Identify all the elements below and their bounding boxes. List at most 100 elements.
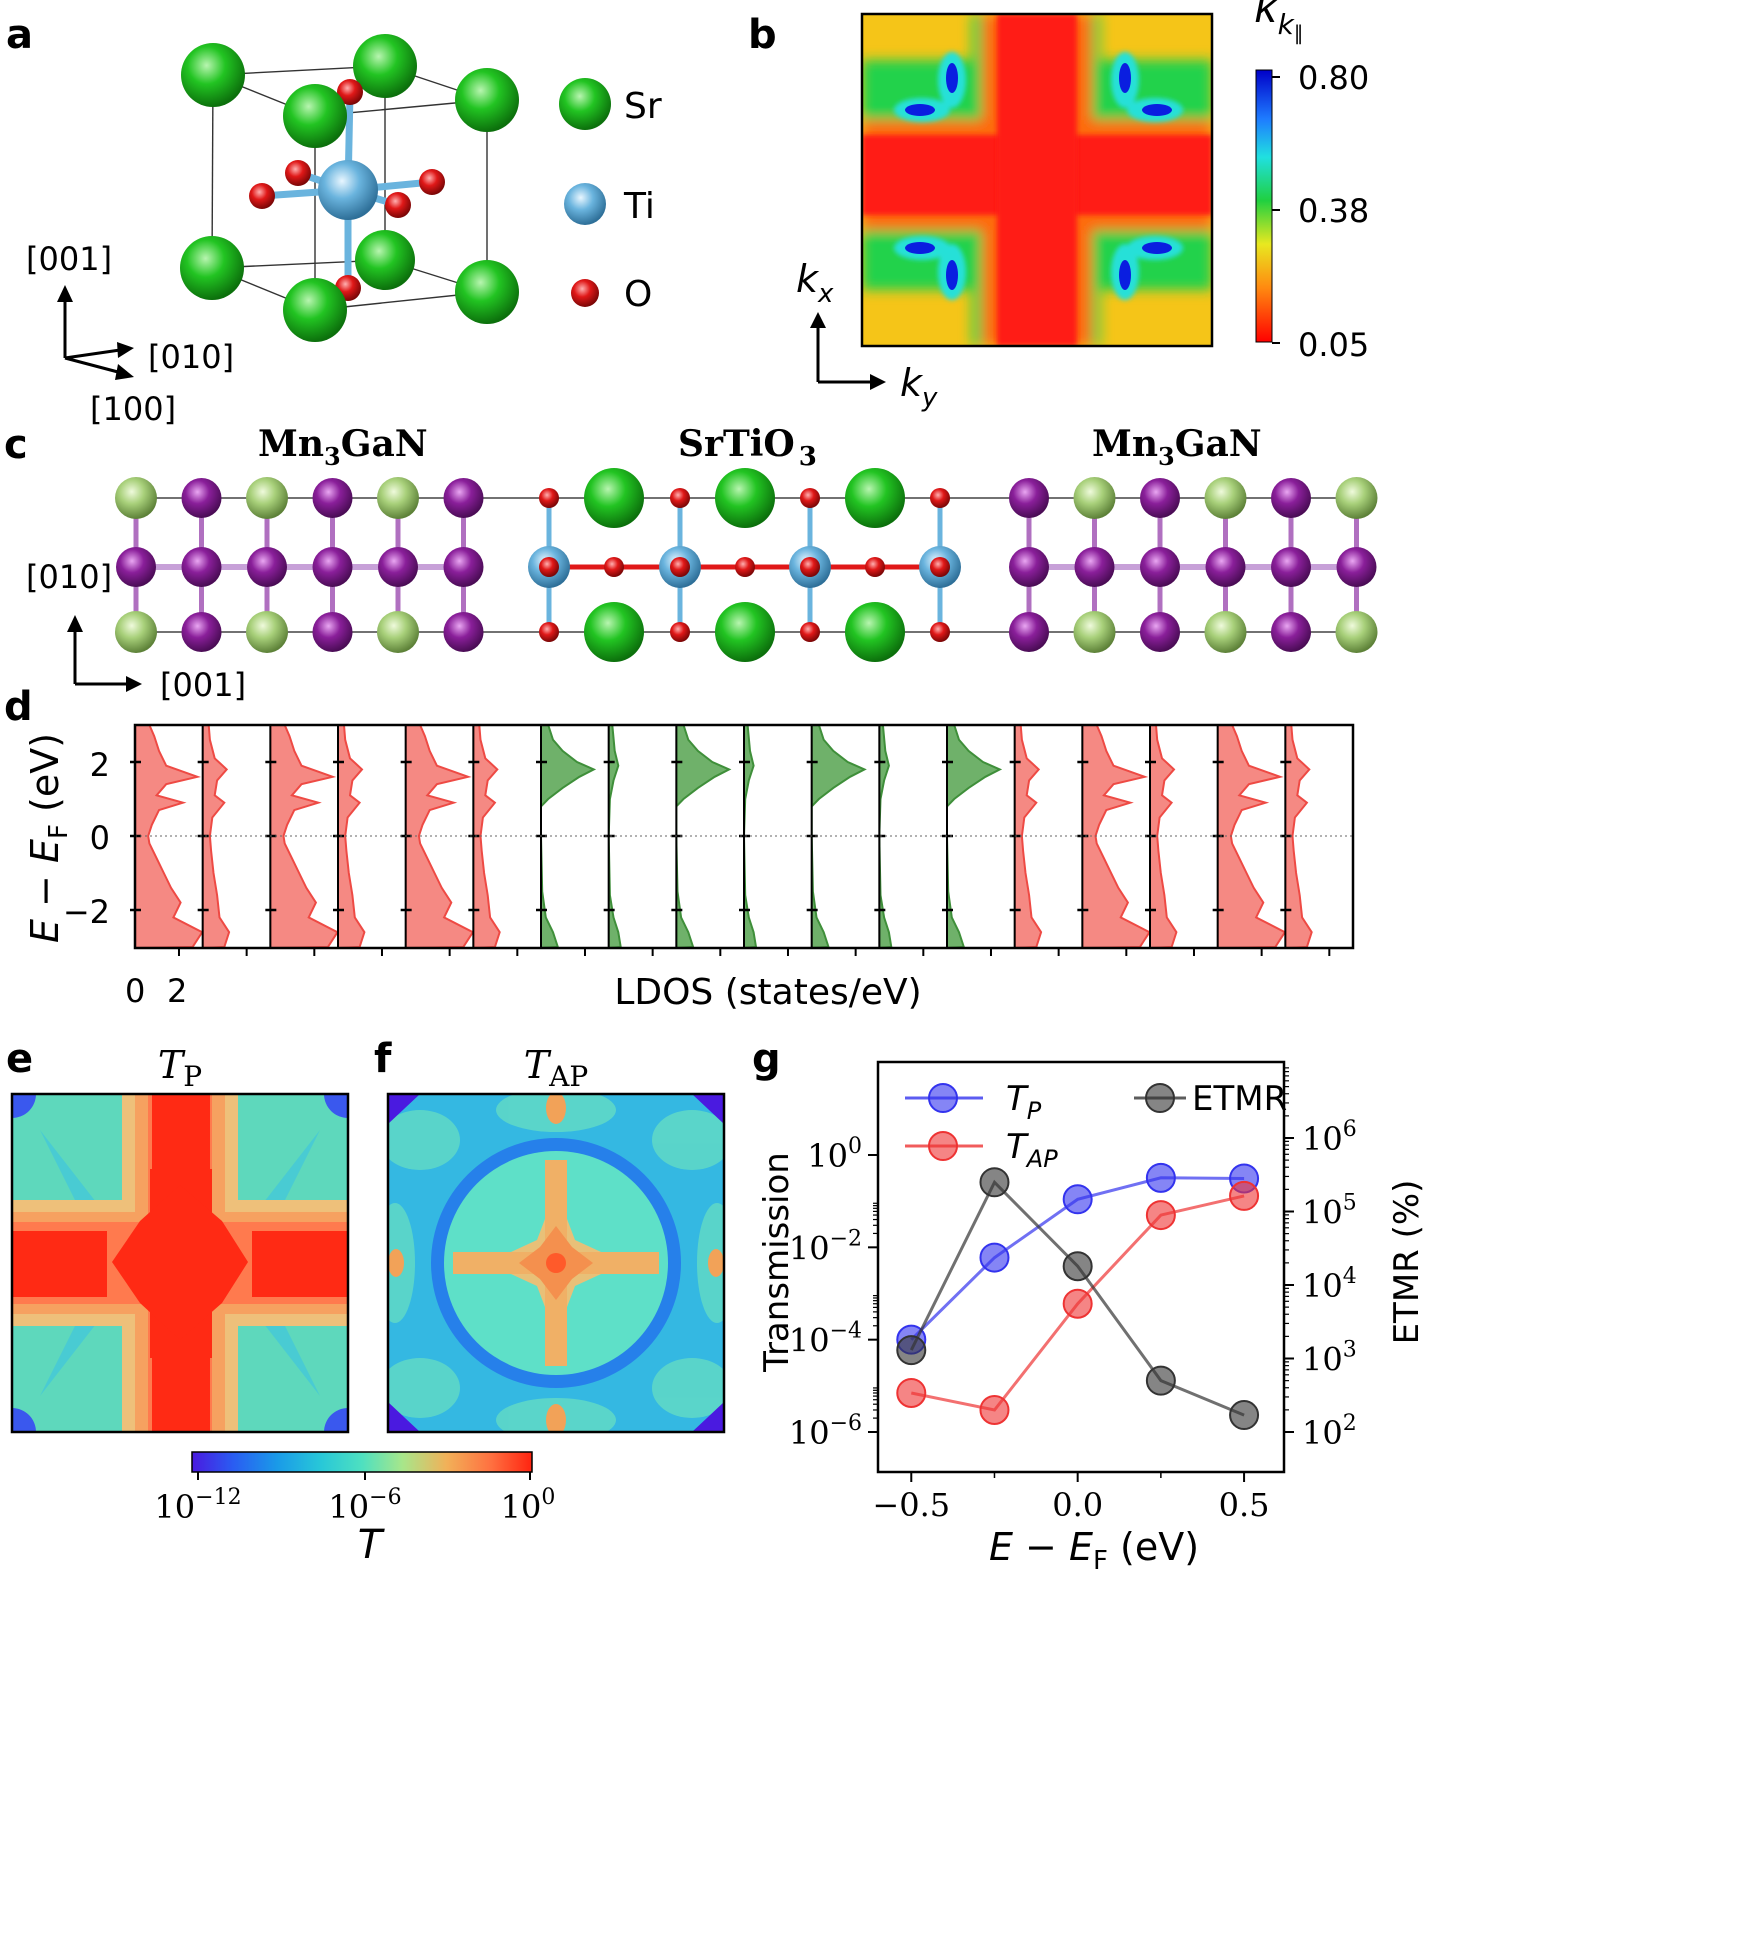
sr-atom [715, 468, 775, 528]
series-point-0 [1145, 1162, 1176, 1193]
mn-atom [1140, 478, 1180, 518]
series-point-2 [979, 1167, 1010, 1198]
ldos-strips [130, 725, 1353, 956]
mn-atom [443, 612, 484, 652]
ga-atom [377, 477, 419, 519]
sr-atom [584, 602, 644, 662]
title-mn3gan-left: Mn3GaN [258, 423, 428, 471]
tap-title: TAP [524, 1043, 588, 1093]
o-atom [604, 557, 624, 577]
ldos-curve-ti [541, 725, 597, 948]
ldos-curve-mn [135, 725, 203, 948]
series-point-1 [1229, 1180, 1260, 1211]
ga-atom [1073, 611, 1116, 653]
chart-y2tick: 103 [1302, 1338, 1357, 1379]
ldos-curve-ga [1014, 725, 1043, 948]
panel-a-crystal: Sr Ti O [001] [010] [100] [26, 34, 662, 428]
mn-atom [312, 547, 353, 587]
panel-c-heterostructure: Mn3GaN SrTiO 3 Mn3GaN [010] [001] [26, 423, 1378, 704]
t-tick-max: 100 [501, 1485, 556, 1526]
ldos-curve-ti [811, 725, 867, 948]
legend-label-1: TAP [1006, 1127, 1058, 1173]
chart-ytick: 10−4 [789, 1319, 862, 1360]
o-atom [539, 557, 559, 577]
ldos-curve-mn [1082, 725, 1151, 948]
mn-atom [247, 547, 287, 587]
chart-xtick: 0.0 [1052, 1486, 1103, 1524]
panel-label-d: d [4, 684, 33, 730]
ldos-curve-mn [1217, 725, 1286, 948]
sr-atom [845, 602, 905, 662]
series-point-1 [896, 1377, 927, 1408]
ldos-curve-ti [676, 725, 732, 948]
mn-atom [1074, 547, 1115, 587]
legend-marker-2 [1145, 1083, 1175, 1113]
ldos-curve-ga [1150, 725, 1178, 948]
mn-atom [1336, 547, 1377, 587]
legend-label-o: O [624, 274, 652, 315]
o-atom [670, 557, 690, 577]
panel-g-chart: 100 10−2 10−4 10−6 106 105 104 103 102 −0.5 0.0 0.5… [757, 1060, 1427, 1576]
series-point-0 [979, 1242, 1010, 1273]
kappa-tick-max: 0.80 [1298, 59, 1369, 97]
chart-ylabel: Transmission [757, 1152, 797, 1373]
o-atom [800, 488, 820, 508]
kappa-tick-min: 0.05 [1298, 326, 1369, 364]
ga-atom [115, 477, 157, 519]
chart-ytick: 10−6 [789, 1411, 862, 1452]
o-atom [800, 622, 820, 642]
axis-label-010-c: [010] [26, 558, 112, 596]
panel-e-tp-map: TP [10, 1043, 350, 1434]
ldos-xtick-0: 0 [125, 972, 145, 1010]
mn-atom [312, 612, 353, 652]
panel-d-ldos: 2 0 −2 E − EF (eV) 0 2 LDOS (states/eV) [23, 723, 1355, 1013]
ldos-curve-ga [1285, 725, 1313, 948]
ga-atom [246, 611, 288, 653]
t-colorbar-label: T [358, 1522, 386, 1568]
series-point-2 [896, 1335, 927, 1366]
ga-atom [115, 611, 157, 653]
ldos-ytick-2: 2 [90, 746, 110, 784]
axis-label-100: [100] [90, 390, 176, 428]
legend-label-2: ETMR [1192, 1079, 1287, 1119]
mn-atom [443, 478, 484, 518]
kappa-tick-mid: 0.38 [1298, 192, 1369, 230]
o-atom [930, 488, 950, 508]
transmission-colorbar: 10−12 10−6 100 T [154, 1451, 556, 1568]
chart-marks: 100 10−2 10−4 10−6 106 105 104 103 102 −0.5 0.0 0.5… [789, 1067, 1357, 1524]
series-point-2 [1145, 1365, 1176, 1396]
ldos-curve-ti [947, 725, 1003, 948]
panel-label-f: f [374, 1036, 392, 1082]
mn-atom [443, 547, 484, 587]
ga-atom [1204, 611, 1247, 653]
legend-label-0: TP [1006, 1079, 1042, 1125]
chart-y2tick: 106 [1302, 1117, 1357, 1158]
series-point-1 [979, 1394, 1010, 1425]
o-atom [670, 622, 690, 642]
ldos-curve-mn [405, 725, 474, 948]
chart-ytick: 100 [807, 1134, 862, 1175]
mn-atom [1009, 547, 1049, 587]
tp-title: TP [158, 1043, 202, 1093]
atom-chain [115, 468, 1378, 662]
ga-atom [1073, 477, 1116, 519]
chart-ytick: 10−2 [789, 1226, 862, 1267]
title-srtio3: SrTiO 3 [678, 423, 817, 472]
mn-atom [181, 612, 222, 652]
legend-marker-0 [928, 1083, 958, 1113]
o-atom [930, 557, 950, 577]
ldos-curve-mn [270, 725, 339, 948]
mn-atom [116, 547, 156, 587]
ga-atom [1204, 477, 1247, 519]
chart-xtick: −0.5 [872, 1486, 950, 1524]
mn-atom [181, 547, 222, 587]
legend-label-ti: Ti [623, 186, 655, 227]
o-atom [930, 622, 950, 642]
panel-label-c: c [4, 422, 28, 468]
sr-atom [845, 468, 905, 528]
o-atom [670, 488, 690, 508]
kappa-colorbar-title: κk∥ [1254, 0, 1304, 45]
ga-atom [246, 477, 288, 519]
ldos-curve-sr [608, 725, 622, 948]
